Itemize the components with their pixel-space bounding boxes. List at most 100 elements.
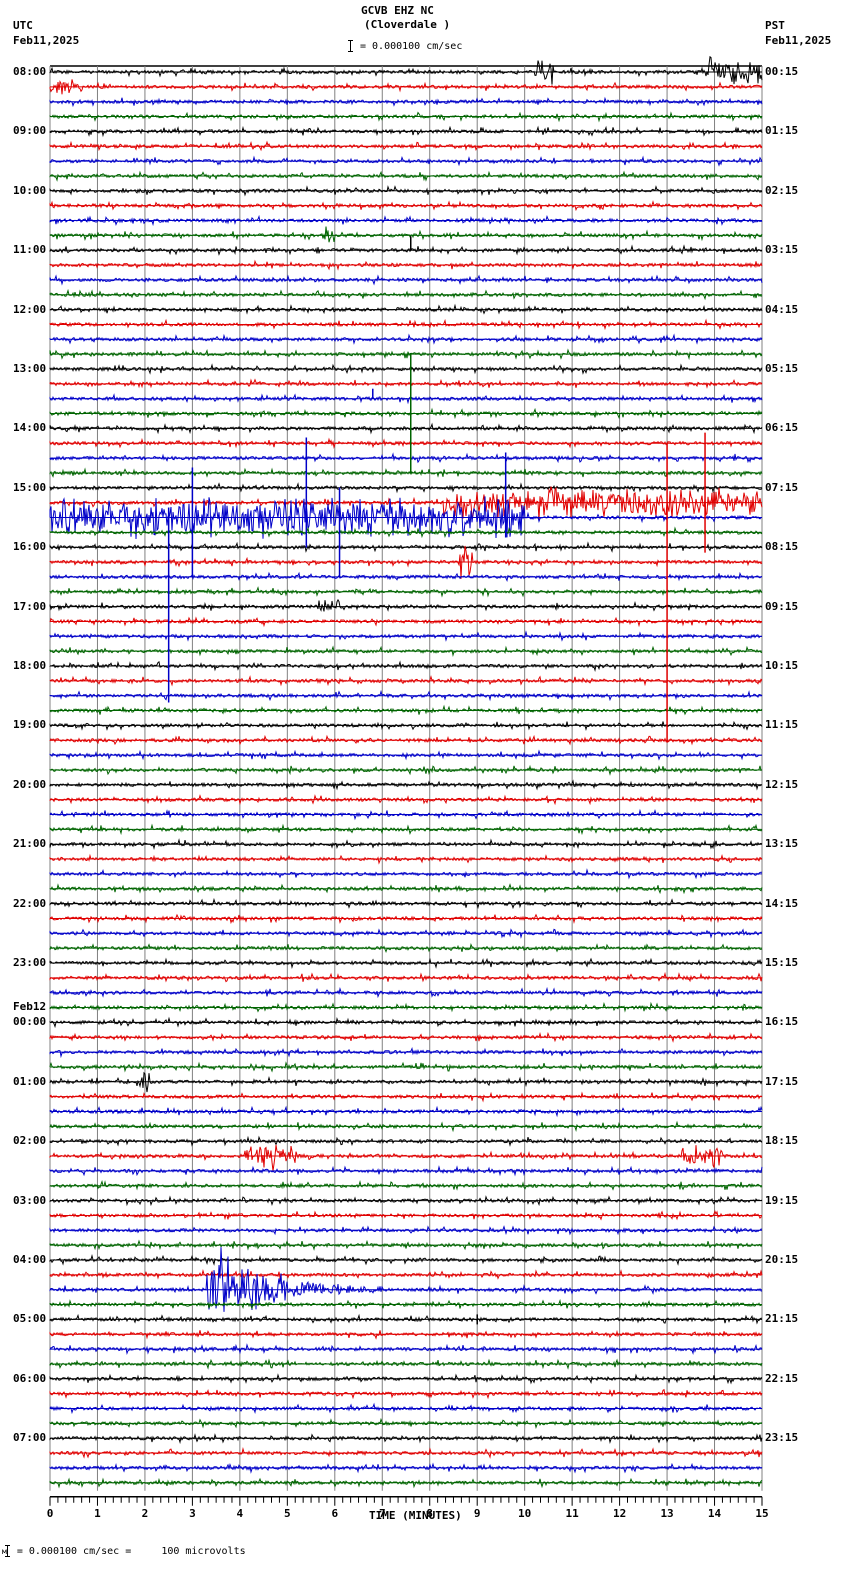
utc-time-label: 04:00 bbox=[13, 1253, 47, 1266]
x-tick-label: 14 bbox=[708, 1507, 722, 1520]
x-tick-label: 2 bbox=[142, 1507, 149, 1520]
trace-row-9 bbox=[49, 200, 763, 212]
trace-row-23 bbox=[49, 407, 763, 420]
trace-row-33 bbox=[49, 545, 763, 579]
trace-row-11 bbox=[49, 226, 763, 243]
station-location: (Cloverdale ) bbox=[364, 18, 451, 31]
trace-row-73 bbox=[49, 1144, 763, 1171]
x-tick-label: 15 bbox=[755, 1507, 768, 1520]
x-tick-label: 9 bbox=[474, 1507, 481, 1520]
trace-row-49 bbox=[49, 794, 763, 806]
scale-bar-icon bbox=[348, 40, 356, 52]
x-tick-label: 13 bbox=[660, 1507, 673, 1520]
footer-marker: м bbox=[2, 1547, 7, 1556]
pst-time-label: 03:15 bbox=[765, 243, 799, 257]
pst-time-label: 19:15 bbox=[765, 1193, 799, 1207]
pst-time-label: 16:15 bbox=[765, 1015, 799, 1029]
utc-time-label: 10:00 bbox=[13, 183, 47, 197]
x-tick-label: 4 bbox=[237, 1507, 244, 1520]
trace-row-94 bbox=[49, 1462, 763, 1474]
scale-legend: = 0.000100 cm/sec bbox=[348, 40, 463, 52]
pst-time-label: 15:15 bbox=[765, 956, 799, 969]
pst-time-label: 06:15 bbox=[765, 421, 799, 435]
utc-time-label: 05:00 bbox=[13, 1312, 47, 1326]
pst-time-label: 13:15 bbox=[765, 837, 799, 851]
trace-row-77 bbox=[49, 1210, 763, 1221]
pst-time-label: 09:15 bbox=[765, 599, 799, 613]
pst-time-label: 07:15 bbox=[765, 480, 799, 494]
left-timezone: UTC bbox=[13, 19, 33, 32]
trace-row-35 bbox=[49, 586, 763, 598]
utc-time-label: 15:00 bbox=[13, 480, 47, 494]
footer-scale-bar-icon bbox=[4, 1545, 13, 1557]
pst-time-label: 14:15 bbox=[765, 896, 799, 910]
utc-time-label: 23:00 bbox=[13, 956, 47, 969]
utc-time-label: 00:00 bbox=[13, 1015, 47, 1029]
utc-time-label: 16:00 bbox=[13, 540, 47, 554]
pst-time-label: 22:15 bbox=[765, 1371, 799, 1385]
pst-time-label: 10:15 bbox=[765, 659, 799, 672]
trace-row-55 bbox=[49, 883, 763, 895]
x-tick-label: 5 bbox=[284, 1507, 291, 1520]
right-timezone: PST bbox=[765, 19, 785, 32]
pst-time-label: 11:15 bbox=[765, 718, 799, 732]
x-tick-label: 11 bbox=[566, 1507, 580, 1520]
pst-time-label: 01:15 bbox=[765, 124, 799, 138]
utc-time-label: 11:00 bbox=[13, 243, 47, 257]
trace-row-34 bbox=[49, 571, 763, 583]
x-tick-label: 0 bbox=[47, 1507, 54, 1520]
x-tick-label: 8 bbox=[426, 1507, 433, 1520]
pst-time-label: 21:15 bbox=[765, 1312, 799, 1326]
utc-time-label: 17:00 bbox=[13, 599, 47, 613]
pst-time-label: 23:15 bbox=[765, 1431, 799, 1445]
footer-scale-text: = 0.000100 cm/sec = 100 microvolts bbox=[16, 1546, 246, 1557]
utc-time-label: 22:00 bbox=[13, 896, 47, 910]
x-tick-label: 1 bbox=[94, 1507, 101, 1520]
pst-time-label: 20:15 bbox=[765, 1253, 799, 1266]
x-tick-label: 10 bbox=[518, 1507, 531, 1520]
x-tick-label: 7 bbox=[379, 1507, 386, 1520]
utc-time-label: 01:00 bbox=[13, 1074, 47, 1088]
pst-time-label: 08:15 bbox=[765, 540, 799, 554]
utc-time-label: 18:00 bbox=[13, 659, 47, 672]
utc-time-label: 08:00 bbox=[13, 65, 47, 78]
trace-row-84 bbox=[49, 1313, 762, 1325]
utc-time-label: 02:00 bbox=[13, 1134, 47, 1148]
trace-row-0 bbox=[49, 55, 763, 85]
utc-date-label: Feb12 bbox=[13, 1000, 47, 1014]
pst-time-label: 18:15 bbox=[765, 1134, 799, 1148]
trace-row-40 bbox=[49, 660, 763, 673]
x-tick-label: 3 bbox=[189, 1507, 196, 1520]
trace-row-52 bbox=[49, 838, 763, 851]
pst-time-label: 02:15 bbox=[765, 183, 799, 197]
pst-time-label: 00:15 bbox=[765, 65, 799, 78]
trace-row-81 bbox=[49, 1269, 763, 1280]
scale-text: = 0.000100 cm/sec bbox=[360, 41, 463, 52]
x-tick-label: 12 bbox=[613, 1507, 626, 1520]
trace-row-75 bbox=[49, 1179, 763, 1191]
trace-row-36 bbox=[49, 598, 763, 612]
utc-time-label: 21:00 bbox=[13, 837, 47, 851]
x-tick-label: 6 bbox=[331, 1507, 338, 1520]
right-date: Feb11,2025 bbox=[765, 34, 832, 47]
utc-time-label: 13:00 bbox=[13, 362, 47, 375]
utc-time-label: 06:00 bbox=[13, 1371, 47, 1385]
trace-row-63 bbox=[49, 1001, 763, 1013]
pst-time-label: 04:15 bbox=[765, 302, 799, 316]
trace-row-14 bbox=[49, 274, 763, 286]
utc-time-label: 03:00 bbox=[13, 1193, 47, 1207]
pst-time-label: 05:15 bbox=[765, 362, 799, 375]
trace-row-68 bbox=[49, 1071, 763, 1093]
utc-time-label: 07:00 bbox=[13, 1431, 47, 1445]
trace-row-12 bbox=[49, 244, 763, 256]
pst-time-label: 17:15 bbox=[765, 1074, 799, 1088]
utc-time-label: 09:00 bbox=[13, 124, 47, 138]
trace-row-42 bbox=[49, 689, 763, 702]
footer-scale-note: м = 0.000100 cm/sec = 100 microvolts bbox=[2, 1545, 246, 1557]
utc-time-label: 12:00 bbox=[13, 302, 47, 316]
left-date: Feb11,2025 bbox=[13, 34, 80, 47]
x-axis-title: TIME (MINUTES) bbox=[369, 1509, 462, 1522]
utc-time-label: 20:00 bbox=[13, 777, 47, 791]
utc-time-label: 14:00 bbox=[13, 421, 47, 435]
